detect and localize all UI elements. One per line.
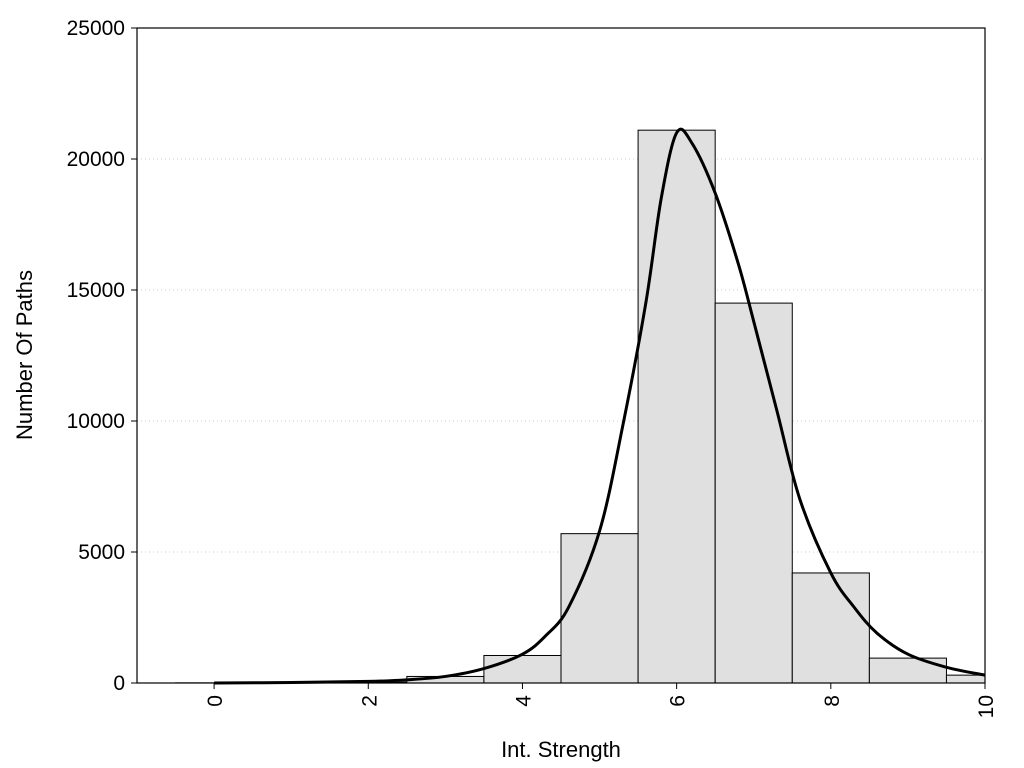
y-tick-label: 5000 — [78, 541, 125, 564]
x-tick-label: 10 — [975, 695, 998, 718]
density-curve — [214, 127, 986, 685]
axis-ticks: 0 5000 10000 15000 20000 25000 0 2 4 6 8 10 — [67, 17, 998, 718]
x-tick-label: 4 — [512, 695, 535, 707]
density-curve-layer — [214, 127, 986, 685]
histogram-bar — [560, 533, 639, 684]
x-tick-label: 8 — [821, 695, 844, 707]
x-tick-label: 0 — [204, 695, 227, 707]
plot-frame — [136, 27, 986, 684]
x-axis-title: Int. Strength — [501, 737, 621, 762]
x-tick-label: 6 — [667, 695, 690, 707]
y-axis-title: Number Of Paths — [12, 270, 37, 440]
histogram-bar — [791, 572, 870, 684]
histogram-bar — [483, 654, 562, 684]
histogram-bar — [637, 129, 716, 684]
histogram-bar — [714, 302, 793, 684]
histogram-bar — [945, 674, 986, 684]
y-tick-label: 25000 — [67, 17, 125, 40]
y-tick-label: 15000 — [67, 279, 125, 302]
x-tick-label: 2 — [358, 695, 381, 707]
y-tick-label: 10000 — [67, 410, 125, 433]
y-tick-label: 20000 — [67, 148, 125, 171]
grid-lines — [137, 158, 985, 553]
y-tick-label: 0 — [113, 672, 125, 695]
histogram-bar — [868, 657, 947, 684]
histogram-bars — [175, 129, 986, 684]
